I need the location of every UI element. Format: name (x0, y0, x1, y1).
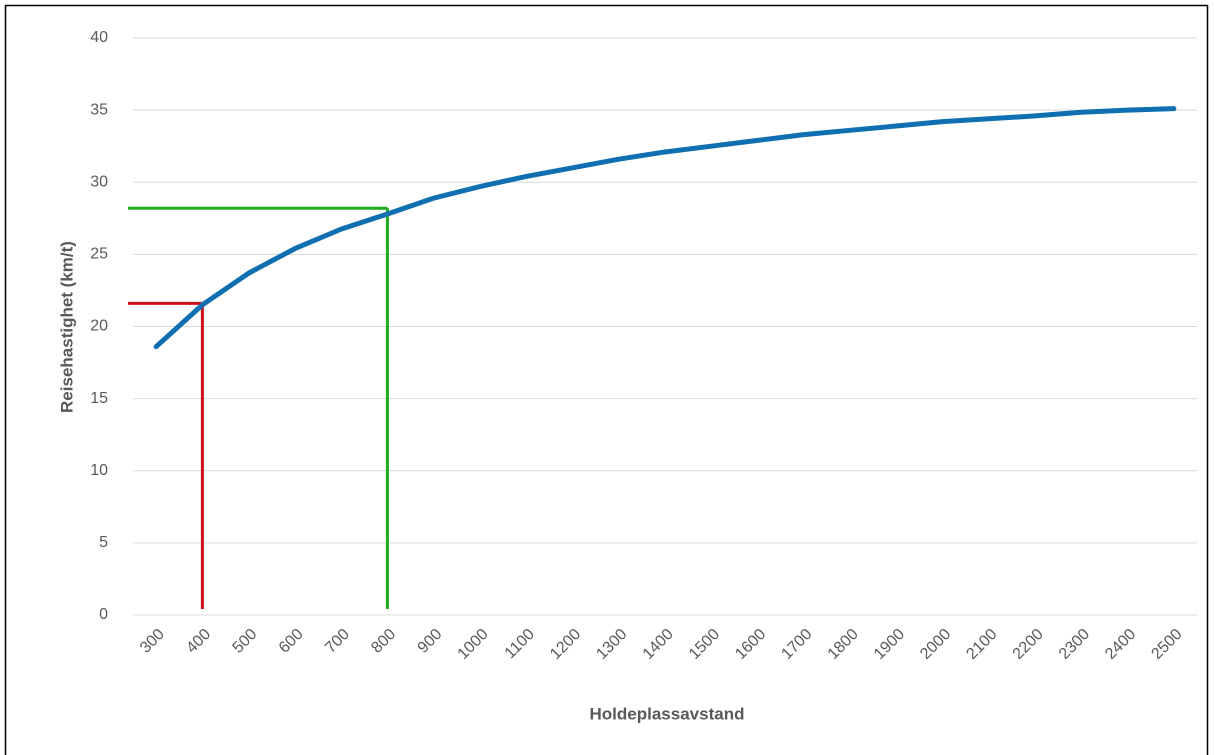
x-tick-label: 1000 (455, 626, 492, 663)
y-tick-label: 10 (90, 462, 108, 479)
x-tick-label: 300 (137, 626, 168, 657)
x-tick-label: 2000 (917, 626, 954, 663)
x-tick-label: 1500 (686, 626, 723, 663)
x-tick-label: 800 (368, 626, 399, 657)
x-tick-label: 1200 (547, 626, 584, 663)
x-tick-label: 1300 (593, 626, 630, 663)
y-tick-label: 40 (90, 29, 108, 46)
y-tick-label: 30 (90, 173, 108, 190)
x-tick-label: 500 (230, 626, 261, 657)
data-line (153, 106, 1177, 350)
x-tick-label: 1700 (778, 626, 815, 663)
chart-border (4, 4, 1209, 755)
y-axis-title: Reisehastighet (km/t) (57, 241, 76, 413)
y-tick-label: 15 (90, 390, 108, 407)
x-tick-label: 2300 (1056, 626, 1093, 663)
x-tick-label: 2400 (1102, 626, 1139, 663)
x-tick-label: 2100 (963, 626, 1000, 663)
x-tick-label: 400 (183, 626, 214, 657)
y-tick-label: 20 (90, 318, 108, 335)
x-tick-label: 900 (415, 626, 446, 657)
x-tick-label: 2500 (1148, 626, 1185, 663)
x-tick-label: 1900 (871, 626, 908, 663)
y-tick-label: 35 (90, 101, 108, 118)
x-tick-label: 1800 (825, 626, 862, 663)
x-tick-label: 700 (322, 626, 353, 657)
x-tick-label: 2200 (1010, 626, 1047, 663)
y-tick-label: 5 (99, 534, 108, 551)
x-tick-label: 1400 (640, 626, 677, 663)
x-axis-title: Holdeplassavstand (590, 704, 745, 723)
y-tick-label: 25 (90, 246, 108, 263)
x-tick-label: 1100 (502, 626, 538, 662)
x-tick-label: 1600 (732, 626, 769, 663)
x-tick-label: 600 (276, 626, 307, 657)
y-tick-label: 0 (99, 606, 108, 623)
